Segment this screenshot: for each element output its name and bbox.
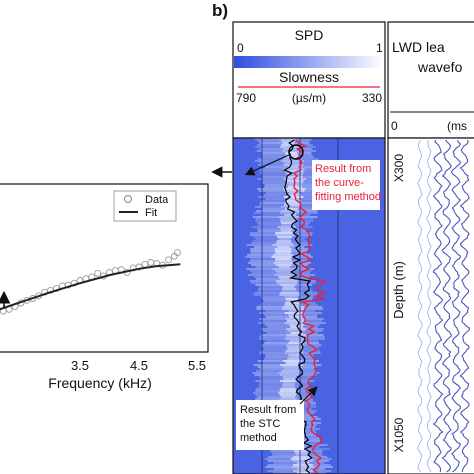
data-point — [173, 249, 181, 257]
depth-tick-top: X300 — [392, 154, 406, 182]
legend-fit-label: Fit — [145, 207, 157, 219]
fit-line — [0, 263, 181, 311]
highlight-circle — [288, 144, 304, 160]
data-point — [165, 256, 172, 264]
lwd-title-line2: wavefo — [417, 59, 463, 75]
lwd-header-box — [387, 21, 474, 139]
panel-a-plot-frame — [0, 183, 209, 353]
track-frame — [232, 137, 386, 474]
legend-data-marker — [124, 195, 132, 203]
legend: Data Fit — [113, 190, 177, 222]
legend-box — [113, 190, 177, 222]
waveform-trace — [450, 139, 462, 473]
lwd-waveform-area — [387, 137, 474, 474]
annotation-line: the curve- — [315, 177, 364, 189]
x-tick-label: 4.5 — [130, 358, 148, 373]
spd-min-label: 0 — [237, 41, 244, 55]
legend-data-label: Data — [145, 194, 169, 206]
depth-tick-bottom: X1050 — [392, 417, 406, 452]
annotation-line: method — [240, 432, 277, 444]
waveform-trace — [432, 139, 444, 473]
waveform-trace — [459, 139, 470, 473]
x-tick-label: 3.5 — [71, 358, 89, 373]
lwd-axis-zero: 0 — [391, 119, 398, 133]
annotation-line: Result from — [240, 404, 296, 416]
depth-axis-label: Depth (m) — [391, 261, 406, 319]
slowness-right-label: 330 — [362, 91, 382, 105]
data-point — [147, 259, 155, 266]
scatter-layer — [0, 249, 181, 315]
annotation-stc: Result from the STC method — [236, 400, 304, 450]
circle-pointer-arrow — [244, 153, 292, 176]
spd-colorbar — [234, 56, 384, 68]
waveform-trace — [417, 139, 423, 473]
lwd-waveforms — [417, 139, 470, 473]
waveform-trace — [426, 139, 432, 473]
slowness-title: Slowness — [279, 69, 339, 85]
annotation-box — [312, 160, 380, 210]
panel-b: b) SPD 0 1 Slowness 790 (µs/m) 330 Resul… — [212, 1, 474, 474]
stc-pointer-arrow — [299, 386, 318, 405]
lwd-track: LWD lea wavefo 0 (ms X300 Depth (m) X105… — [387, 21, 474, 474]
slowness-left-label: 790 — [236, 91, 256, 105]
annotation-box — [236, 400, 304, 450]
annotation-line: fitting method — [315, 191, 381, 203]
panel-a: Data Fit 3.5 4.5 5.5 Frequency (kHz) — [0, 183, 209, 391]
annotation-curve-fit: Result from the curve- fitting method — [312, 160, 381, 210]
annotation-line: Result from — [315, 163, 371, 175]
waveform-trace — [441, 139, 453, 473]
spd-max-label: 1 — [376, 41, 383, 55]
data-point — [141, 260, 149, 268]
x-tick-label: 5.5 — [188, 358, 206, 373]
lwd-title-line1: LWD lea — [392, 39, 445, 55]
spd-header-box — [232, 21, 386, 139]
lwd-axis-unit: (ms — [447, 119, 467, 133]
slowness-unit-label: (µs/m) — [292, 91, 326, 105]
annotation-line: the STC — [240, 418, 280, 430]
data-point — [94, 269, 102, 277]
spd-title: SPD — [295, 27, 324, 43]
x-axis-label: Frequency (kHz) — [48, 375, 151, 391]
data-point — [135, 263, 143, 271]
panel-b-label: b) — [212, 1, 228, 20]
curve-fit-slowness-curve — [292, 139, 327, 474]
